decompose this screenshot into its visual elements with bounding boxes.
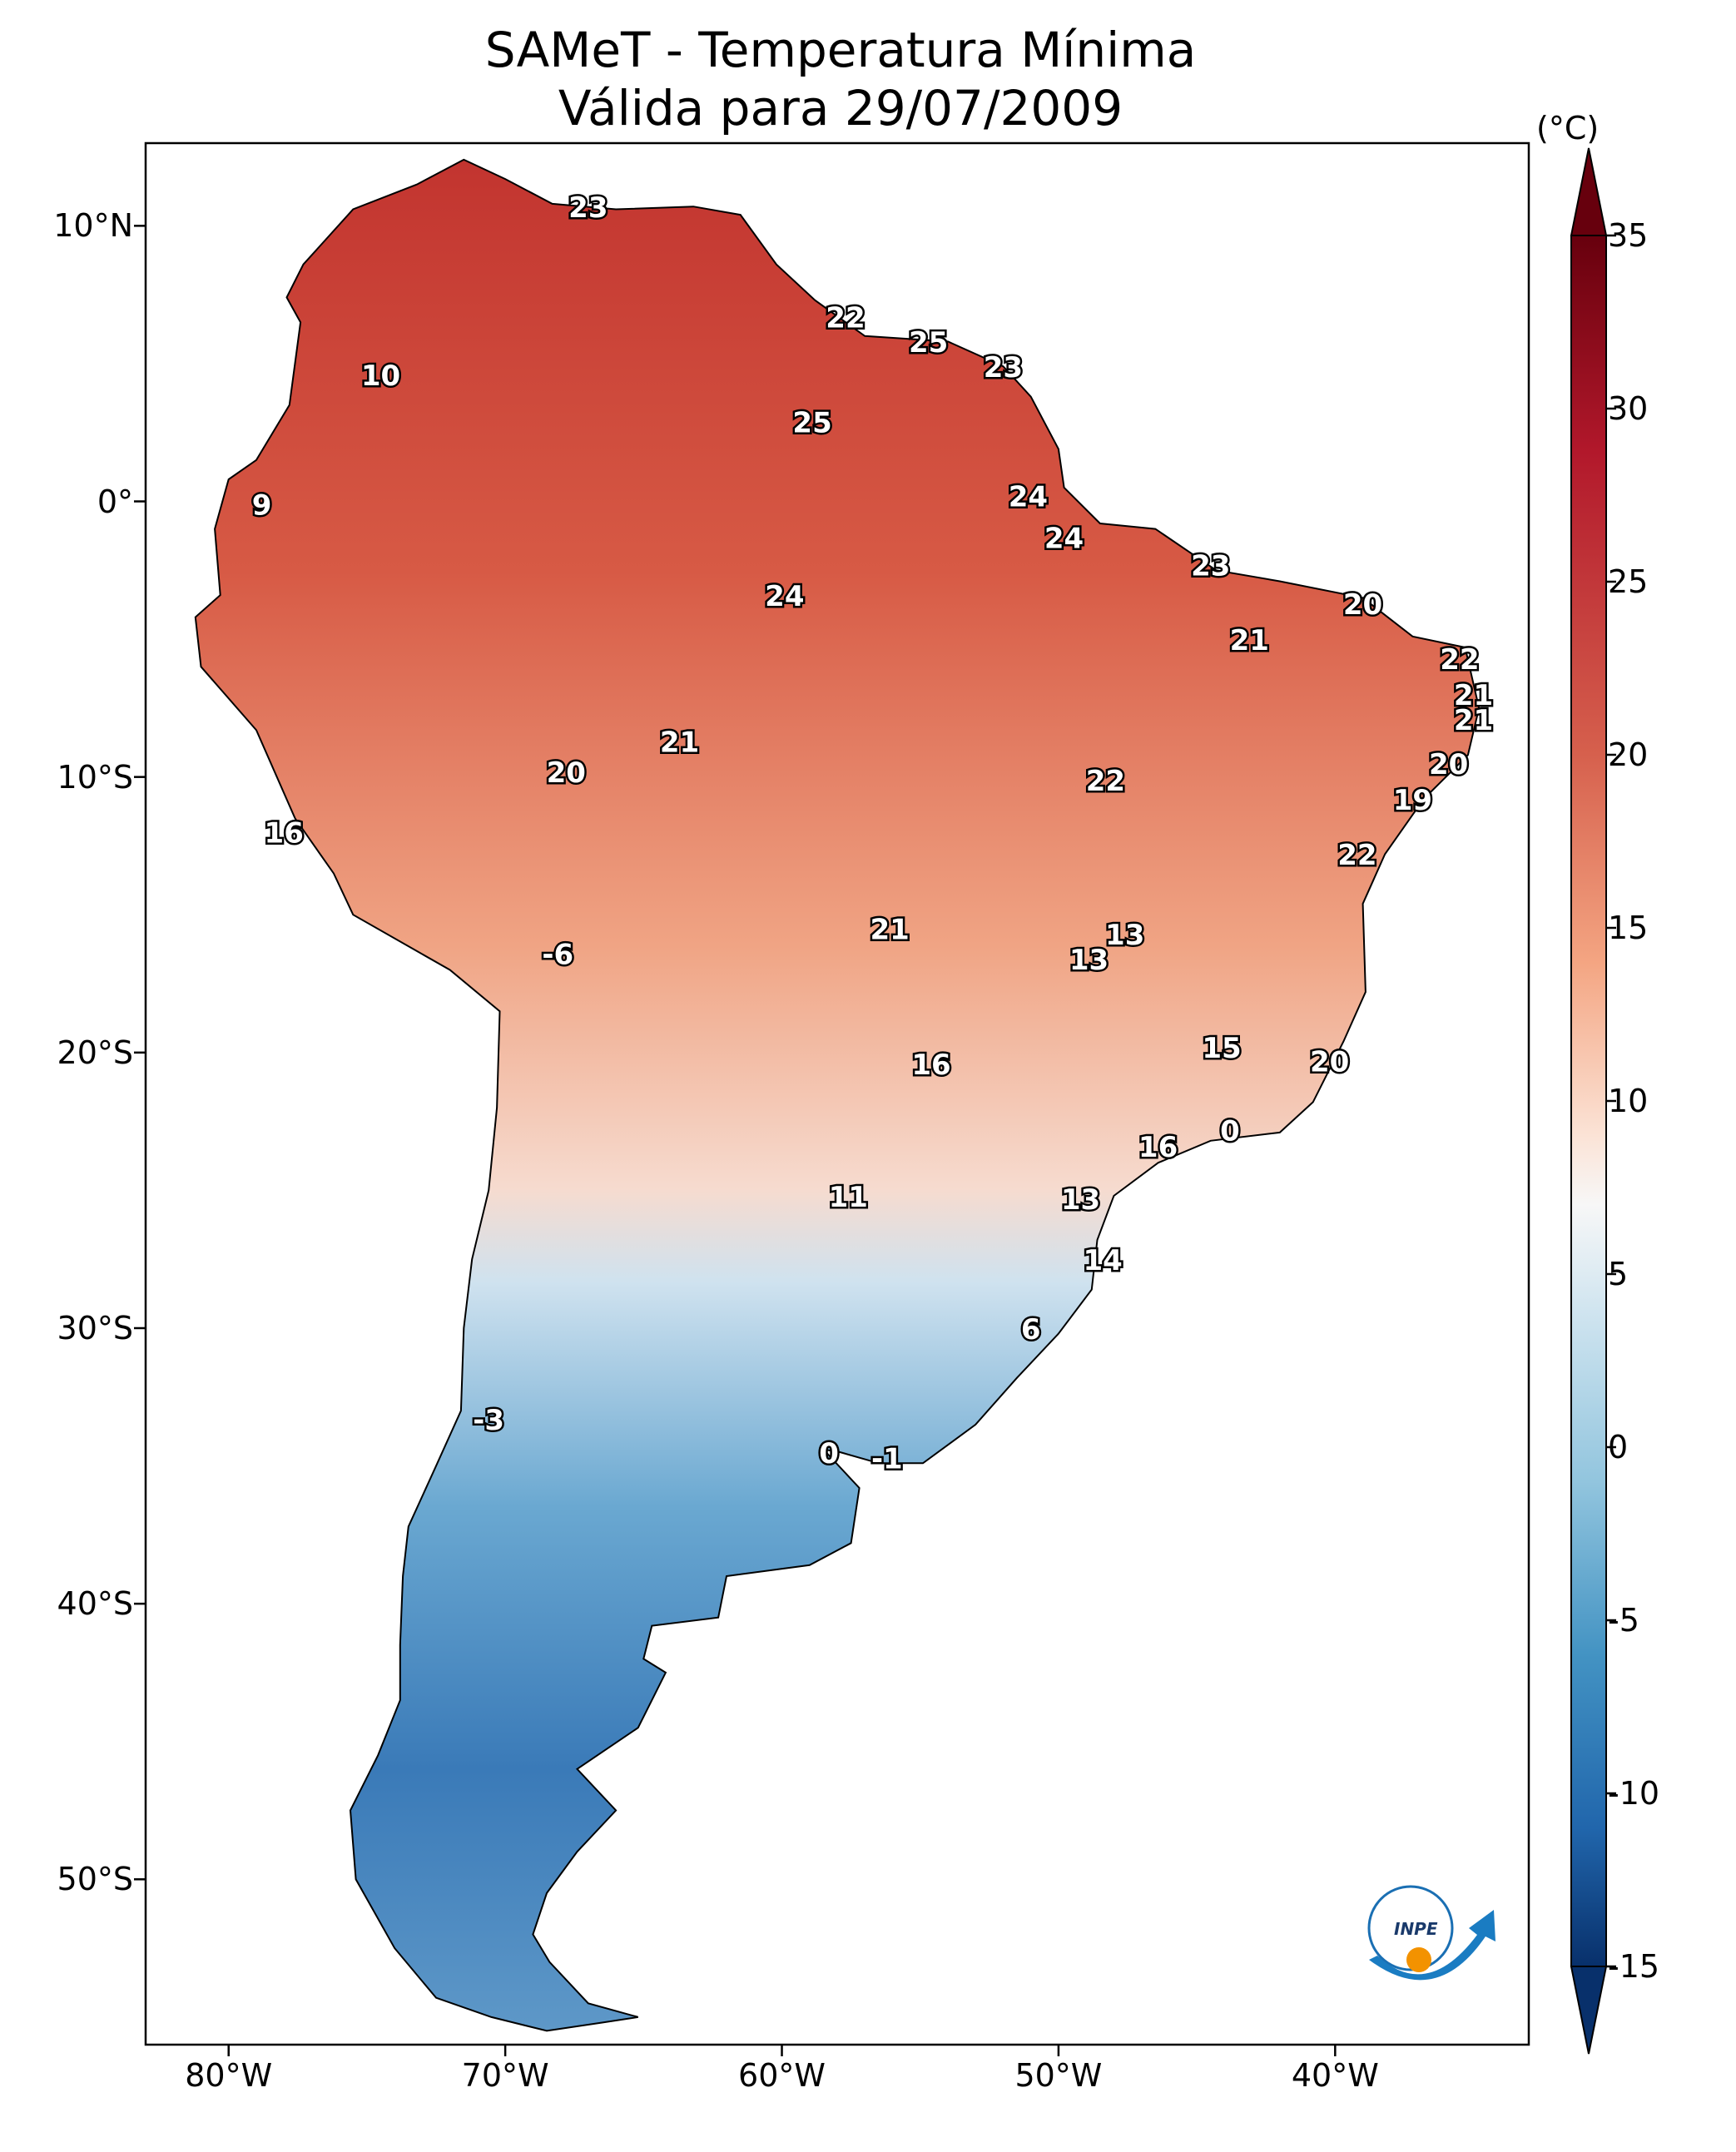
colorbar-tick-label: -15 xyxy=(1608,1948,1660,1985)
lon-tick-label: 40°W xyxy=(1291,2057,1379,2094)
lat-tick-label: 40°S xyxy=(57,1585,133,1623)
colorbar-tick-label: 0 xyxy=(1608,1429,1629,1465)
colorbar-tick-label: 20 xyxy=(1608,736,1649,773)
station-value-label: 24 xyxy=(1009,481,1048,514)
lon-tick-label: 80°W xyxy=(185,2057,273,2094)
station-value-label: 20 xyxy=(1343,588,1382,622)
station-value-label: 20 xyxy=(547,756,586,790)
station-value-label: 0 xyxy=(819,1437,839,1470)
station-value-label: 16 xyxy=(1138,1131,1178,1164)
map-subtitle: Válida para 29/07/2009 xyxy=(558,80,1123,136)
colorbar-tick-label: 30 xyxy=(1608,390,1649,427)
lat-tick-label: 30°S xyxy=(57,1309,133,1346)
colorbar-tick-label: -5 xyxy=(1608,1602,1639,1639)
lat-tick-label: 0° xyxy=(97,483,133,520)
colorbar-tick-label: 35 xyxy=(1608,217,1649,254)
station-value-label: 21 xyxy=(660,726,699,759)
station-value-label: 23 xyxy=(984,351,1023,384)
colorbar-tick-label: 25 xyxy=(1608,563,1649,600)
station-value-label: 22 xyxy=(1440,643,1479,677)
station-value-label: -3 xyxy=(473,1404,504,1437)
lat-tick-label: 10°S xyxy=(57,758,133,796)
station-value-label: 24 xyxy=(1044,522,1084,555)
colorbar-max-arrow xyxy=(1570,147,1608,236)
colorbar-min-arrow xyxy=(1570,1966,1608,2055)
station-value-label: 16 xyxy=(911,1049,950,1082)
station-value-label: 23 xyxy=(1191,549,1230,583)
station-value-label: 25 xyxy=(909,326,948,359)
lat-tick-label: 20°S xyxy=(57,1034,133,1071)
station-value-label: 9 xyxy=(252,489,272,523)
colorbar-tick-label: -10 xyxy=(1608,1775,1660,1812)
station-value-label: 21 xyxy=(1230,624,1269,657)
colorbar-unit: (°C) xyxy=(1536,110,1600,146)
lon-tick-label: 50°W xyxy=(1014,2057,1103,2094)
station-value-label: 22 xyxy=(1086,765,1125,798)
station-value-label: 6 xyxy=(1021,1313,1041,1346)
map-frame xyxy=(144,141,1530,2046)
station-value-label: 21 xyxy=(870,914,909,947)
station-value-label: 13 xyxy=(1061,1183,1100,1217)
lon-tick-label: 70°W xyxy=(461,2057,549,2094)
inpe-logo: INPE xyxy=(1352,1877,1502,1985)
colorbar-tick-label: 15 xyxy=(1608,910,1649,946)
station-value-label: 25 xyxy=(792,406,831,439)
lon-tick-label: 60°W xyxy=(738,2057,826,2094)
station-value-label: 10 xyxy=(361,359,400,393)
station-value-label: 19 xyxy=(1393,784,1432,817)
continent-shape xyxy=(194,158,1481,2032)
station-value-label: 16 xyxy=(265,817,304,850)
colorbar-tick-label: 10 xyxy=(1608,1083,1649,1119)
lat-tick-label: 50°S xyxy=(57,1861,133,1898)
station-value-label: 0 xyxy=(1220,1114,1240,1148)
colorbar xyxy=(1570,235,1607,1967)
map-title: SAMeT - Temperatura Mínima xyxy=(484,22,1197,78)
station-value-label: 24 xyxy=(765,580,804,613)
station-value-label: 20 xyxy=(1310,1046,1349,1079)
station-value-label: 22 xyxy=(1337,839,1376,872)
station-value-label: -1 xyxy=(871,1442,903,1475)
colorbar-tick-label: 5 xyxy=(1608,1256,1629,1292)
station-value-label: 11 xyxy=(829,1181,868,1214)
station-value-label: 20 xyxy=(1429,748,1468,781)
station-value-label: 13 xyxy=(1105,919,1144,952)
lat-tick-label: 10°N xyxy=(53,207,133,245)
station-value-label: 23 xyxy=(568,191,608,225)
station-value-label: 14 xyxy=(1083,1244,1122,1277)
station-value-label: 15 xyxy=(1202,1032,1241,1065)
station-value-label: 21 xyxy=(1454,704,1493,737)
station-value-label: 13 xyxy=(1069,944,1109,977)
inpe-logo-text: INPE xyxy=(1394,1919,1438,1939)
station-value-label: 22 xyxy=(826,301,865,335)
station-value-label: 21 xyxy=(1454,679,1493,712)
station-value-label: -6 xyxy=(542,938,573,971)
